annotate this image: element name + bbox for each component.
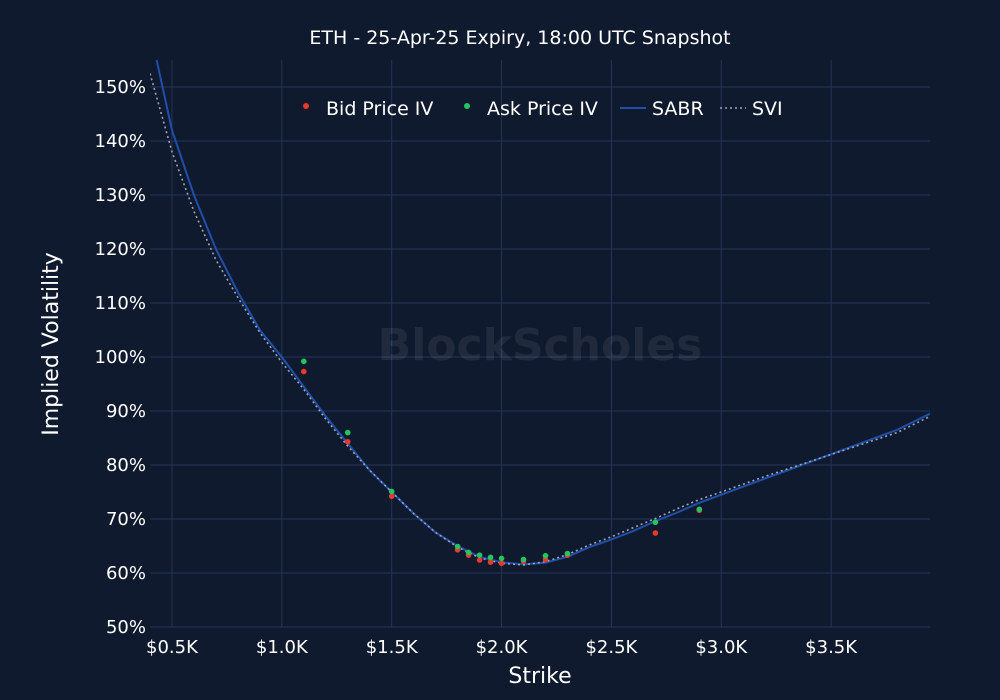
- x-tick-label: $0.5K: [146, 637, 199, 658]
- y-tick-label: 130%: [95, 185, 146, 206]
- ask-price-iv-point: [520, 556, 527, 563]
- ask-price-iv-point: [652, 519, 659, 526]
- y-tick-label: 90%: [106, 401, 146, 422]
- watermark: BlockScholes: [378, 320, 703, 371]
- y-axis-label: Implied Volatility: [39, 252, 64, 436]
- legend-marker-bid: [303, 103, 309, 109]
- y-tick-label: 100%: [95, 347, 146, 368]
- legend-label-ask: Ask Price IV: [487, 98, 598, 120]
- y-tick-label: 80%: [106, 455, 146, 476]
- bid-price-iv-point: [301, 368, 307, 375]
- x-tick-label: $2.0K: [476, 637, 529, 658]
- bid-price-iv-point: [388, 493, 395, 500]
- bid-price-iv-point: [487, 559, 494, 565]
- legend: Bid Price IV Ask Price IV SABR SVI: [303, 98, 783, 120]
- x-tick-label: $3.5K: [805, 637, 858, 658]
- y-tick-label: 110%: [95, 293, 146, 314]
- chart-title: ETH - 25-Apr-25 Expiry, 18:00 UTC Snapsh…: [309, 27, 730, 49]
- x-axis-ticks: $0.5K $1.0K $1.5K $2.0K $2.5K $3.0K $3.5K: [146, 637, 858, 658]
- ask-price-iv-point: [487, 554, 494, 561]
- x-axis-label: Strike: [508, 664, 571, 689]
- y-tick-label: 60%: [106, 563, 146, 584]
- bid-price-iv-point: [652, 530, 659, 536]
- y-tick-label: 70%: [106, 509, 146, 530]
- y-tick-label: 140%: [95, 131, 146, 152]
- ask-price-iv-point: [696, 506, 703, 513]
- y-tick-label: 50%: [106, 617, 146, 638]
- x-tick-label: $1.5K: [366, 637, 419, 658]
- bid-price-iv-point: [476, 557, 483, 563]
- ask-price-iv-point: [564, 550, 571, 557]
- ask-price-iv-point: [344, 429, 351, 436]
- ask-price-iv-point: [465, 549, 472, 556]
- x-tick-label: $3.0K: [695, 637, 748, 658]
- bid-price-iv-point: [498, 560, 505, 567]
- ask-price-iv-point: [542, 552, 549, 559]
- x-tick-label: $1.0K: [256, 637, 309, 658]
- legend-label-bid: Bid Price IV: [326, 98, 433, 120]
- x-tick-label: $2.5K: [585, 637, 638, 658]
- ask-price-iv-point: [388, 488, 395, 495]
- y-tick-label: 150%: [95, 77, 146, 98]
- legend-label-sabr: SABR: [652, 98, 704, 120]
- ask-price-iv-point: [454, 543, 461, 550]
- y-tick-label: 120%: [95, 239, 146, 260]
- y-axis-ticks: 50% 60% 70% 80% 90% 100% 110% 120% 130% 140% 150%: [95, 77, 146, 638]
- legend-label-svi: SVI: [752, 98, 783, 120]
- bid-price-iv-point: [344, 438, 351, 445]
- series-layer: [150, 59, 930, 567]
- ask-price-iv-point: [301, 358, 307, 365]
- legend-marker-ask: [464, 103, 470, 109]
- ask-price-iv-point: [498, 555, 505, 562]
- ask-price-iv-point: [476, 552, 483, 558]
